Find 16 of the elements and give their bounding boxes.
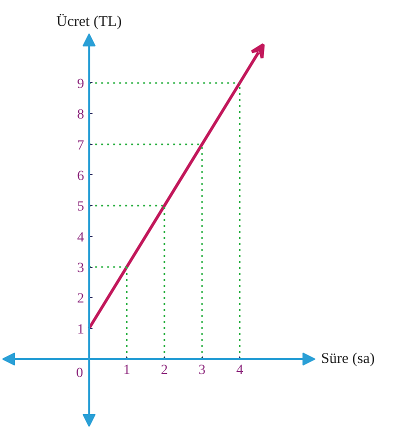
y-tick-label: 9 <box>77 76 84 92</box>
x-tick-label: 4 <box>236 363 244 378</box>
y-tick-label: 6 <box>77 168 84 184</box>
y-tick-label: 2 <box>77 292 84 307</box>
x-tick-label: 3 <box>198 363 206 378</box>
y-tick-label: 8 <box>77 108 84 123</box>
x-axis-title: Süre (sa) <box>321 351 375 368</box>
y-tick-label: 7 <box>77 138 84 154</box>
x-tick-label: 2 <box>160 363 168 378</box>
y-tick-label: 1 <box>77 322 84 338</box>
y-tick-label: 4 <box>77 230 84 246</box>
x-tick-label: 0 <box>76 366 84 382</box>
y-axis-title: Ücret (TL) <box>56 12 122 30</box>
y-tick-label: 3 <box>77 261 84 276</box>
x-tick-label: 1 <box>123 363 130 378</box>
y-tick-label: 5 <box>77 200 84 215</box>
